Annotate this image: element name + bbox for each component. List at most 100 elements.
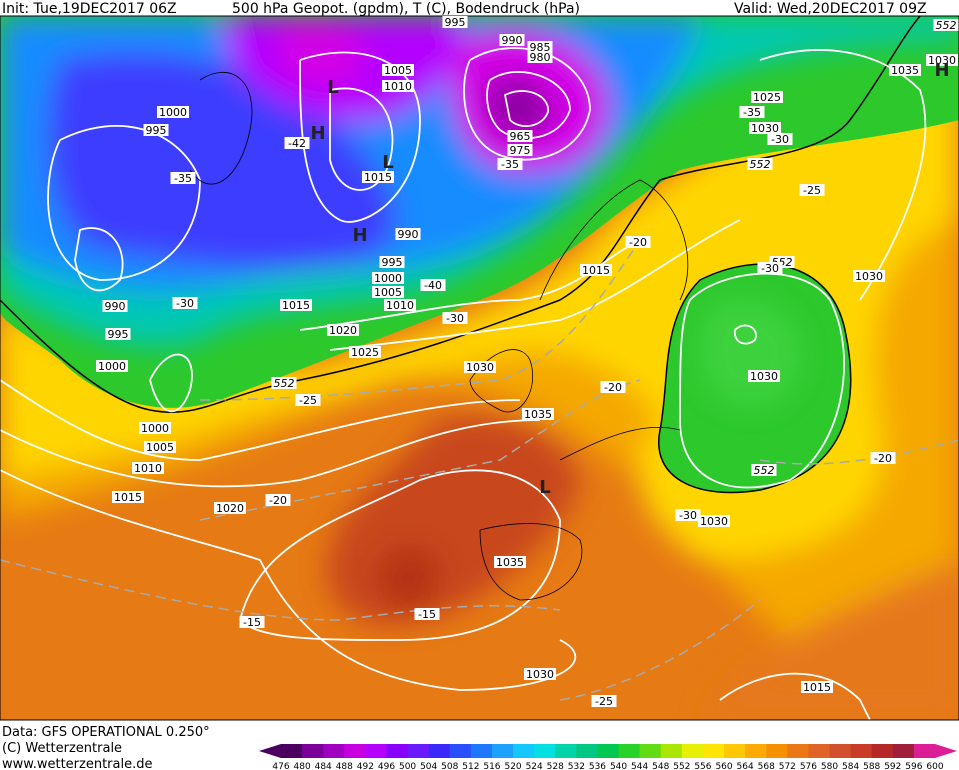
contour-label: 1030 xyxy=(751,122,779,135)
contour-label: 1030 xyxy=(928,54,956,67)
label-box xyxy=(372,286,404,298)
label-box xyxy=(524,668,556,680)
contour-label: -35 xyxy=(174,172,192,185)
colorbar-swatch xyxy=(428,744,451,758)
colorbar-label: 484 xyxy=(315,762,332,770)
contour-label: -35 xyxy=(743,106,761,119)
contour-label: 1000 xyxy=(98,360,126,373)
colorbar-label: 520 xyxy=(504,762,521,770)
contour-label: 995 xyxy=(445,16,466,29)
label-box xyxy=(280,299,312,311)
pressure-center: L xyxy=(327,77,338,98)
colorbar-label: 540 xyxy=(610,762,627,770)
colorbar-swatch xyxy=(871,744,894,758)
label-box xyxy=(214,502,246,514)
label-box xyxy=(767,133,793,145)
contour-label: 1035 xyxy=(524,408,552,421)
pressure-center: H xyxy=(352,225,367,246)
colorbar-label: 560 xyxy=(715,762,732,770)
label-box xyxy=(464,361,496,373)
colorbar-swatch xyxy=(892,744,915,758)
label-box xyxy=(497,158,523,170)
colorbar-label: 580 xyxy=(821,762,838,770)
colorbar-swatch xyxy=(681,744,704,758)
colorbar-swatch xyxy=(702,744,725,758)
contour-label: -35 xyxy=(501,158,519,171)
colorbar-swatch xyxy=(724,744,746,758)
colorbar-swatch xyxy=(470,744,493,758)
map-frame xyxy=(0,15,959,721)
contour-label: 1015 xyxy=(364,171,392,184)
contour-label: 1000 xyxy=(159,106,187,119)
contour-label: 1030 xyxy=(700,515,728,528)
label-box xyxy=(675,509,701,521)
contour-label: 1015 xyxy=(582,264,610,277)
contour-label: -40 xyxy=(424,279,442,292)
label-box xyxy=(527,41,553,53)
label-box xyxy=(382,80,414,92)
colorbar-label: 568 xyxy=(758,762,775,770)
coastlines xyxy=(189,71,689,601)
colorbar-label: 480 xyxy=(294,762,311,770)
colorbar-swatch xyxy=(323,744,345,758)
colorbar-label: 496 xyxy=(378,762,395,770)
label-box xyxy=(157,106,189,118)
pressure-center: H xyxy=(934,60,949,81)
contour-label: 1010 xyxy=(384,80,412,93)
label-box xyxy=(379,256,405,268)
contour-label: 995 xyxy=(146,124,167,137)
label-box xyxy=(933,19,959,31)
height-label: 552 xyxy=(936,19,957,32)
contour-label: -25 xyxy=(299,394,317,407)
contour-label: 1030 xyxy=(466,361,494,374)
contour-label: -20 xyxy=(269,494,287,507)
colorbar-arrow xyxy=(935,744,957,758)
copyright: (C) Wetterzentrale xyxy=(2,741,122,756)
label-box xyxy=(580,264,612,276)
pressure-center: L xyxy=(382,152,393,173)
label-box xyxy=(349,346,381,358)
contour-label: 1020 xyxy=(329,324,357,337)
label-box xyxy=(527,51,553,63)
label-box xyxy=(494,556,526,568)
contour-label: -30 xyxy=(771,133,789,146)
label-box xyxy=(382,64,414,76)
height-label: 552 xyxy=(274,377,295,390)
label-box xyxy=(889,64,921,76)
label-box xyxy=(172,297,198,309)
colorbar-label: 516 xyxy=(483,762,500,770)
label-box xyxy=(757,262,783,274)
contour-label: 1015 xyxy=(282,299,310,312)
colorbar-label: 596 xyxy=(905,762,922,770)
colorbar-swatch xyxy=(576,744,598,758)
label-box xyxy=(870,452,896,464)
pressure-center: L xyxy=(539,477,550,498)
colorbar-swatch xyxy=(618,744,641,758)
contour-label: -20 xyxy=(604,381,622,394)
label-box xyxy=(362,171,394,183)
colorbar-label: 532 xyxy=(568,762,585,770)
label-box xyxy=(112,491,144,503)
contour-label: 1000 xyxy=(374,272,402,285)
label-box xyxy=(105,328,131,340)
colorbar-swatch xyxy=(344,744,366,758)
label-box xyxy=(265,494,291,506)
label-box xyxy=(143,124,169,136)
label-box xyxy=(507,130,533,142)
contour-label: 995 xyxy=(108,328,129,341)
label-box xyxy=(442,16,468,28)
colorbar-label: 504 xyxy=(420,762,437,770)
colorbar-swatch xyxy=(449,744,472,758)
contour-label: 985 xyxy=(530,41,551,54)
label-box xyxy=(295,394,321,406)
contour-label: 1030 xyxy=(526,668,554,681)
contour-label: -30 xyxy=(176,297,194,310)
label-box xyxy=(102,300,128,312)
colorbar-label: 584 xyxy=(842,762,859,770)
label-box xyxy=(591,695,617,707)
pressure-center: H xyxy=(310,123,325,144)
label-box xyxy=(420,279,446,291)
label-box xyxy=(801,681,833,693)
label-box xyxy=(271,377,297,389)
